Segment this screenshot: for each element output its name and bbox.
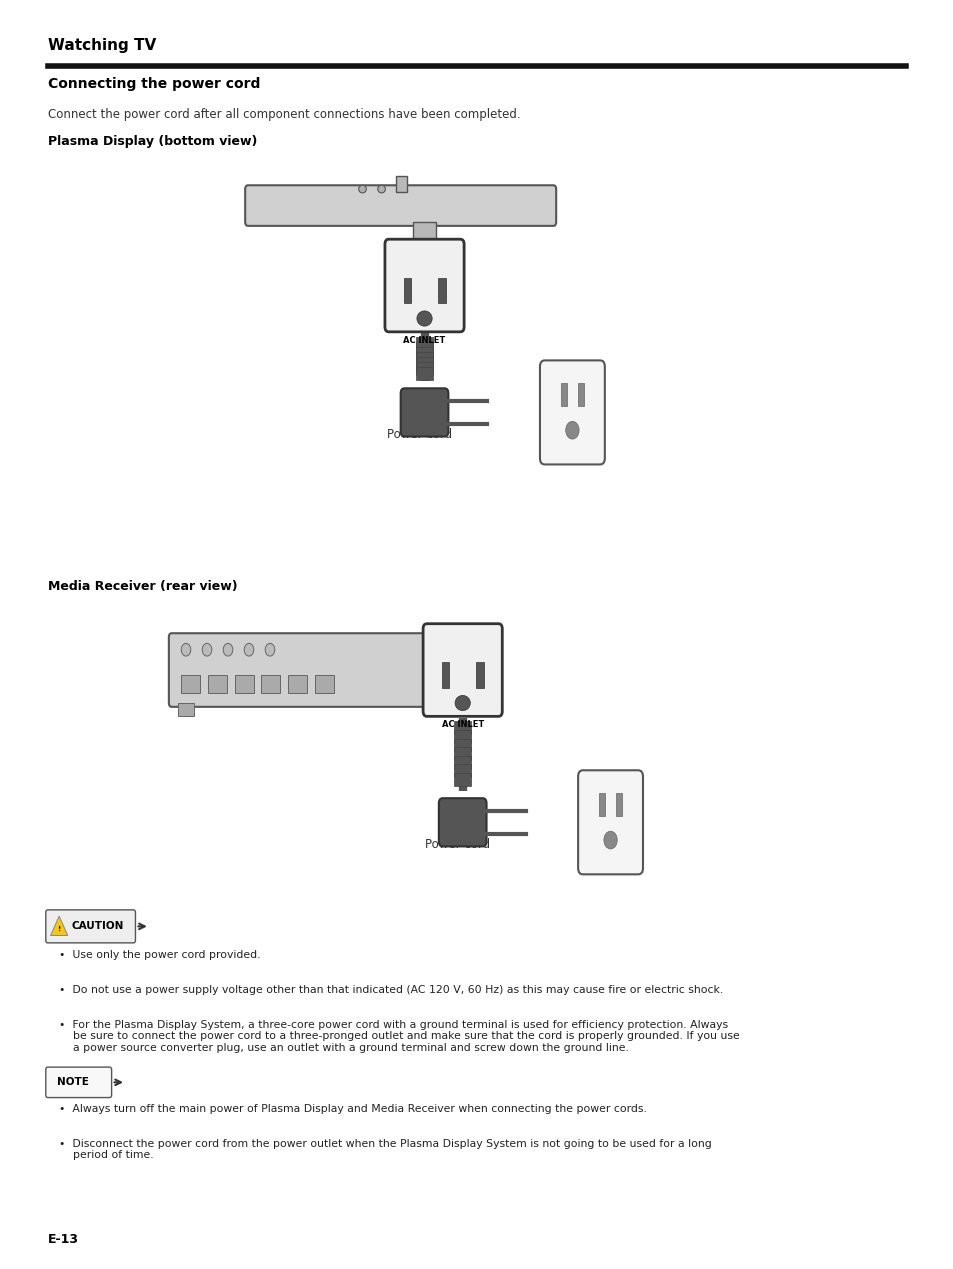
Ellipse shape xyxy=(244,643,253,656)
Text: CAUTION: CAUTION xyxy=(71,921,124,931)
Text: Media Receiver (rear view): Media Receiver (rear view) xyxy=(48,580,237,593)
FancyBboxPatch shape xyxy=(400,388,448,437)
Bar xyxy=(578,383,583,406)
Bar xyxy=(395,176,407,192)
Bar xyxy=(454,773,471,786)
Bar xyxy=(288,675,307,693)
Text: NOTE: NOTE xyxy=(57,1077,89,1088)
Bar xyxy=(441,662,449,688)
Text: Power cord: Power cord xyxy=(387,428,452,440)
Bar xyxy=(413,222,436,241)
Bar xyxy=(234,675,253,693)
Bar xyxy=(437,278,445,303)
FancyBboxPatch shape xyxy=(46,910,135,943)
Text: Power cord: Power cord xyxy=(425,838,490,850)
Polygon shape xyxy=(51,916,68,935)
Text: E-13: E-13 xyxy=(48,1233,78,1246)
Text: •  Always turn off the main power of Plasma Display and Media Receiver when conn: • Always turn off the main power of Plas… xyxy=(59,1104,646,1114)
Bar xyxy=(208,675,227,693)
Bar xyxy=(560,383,566,406)
Bar xyxy=(178,703,193,716)
Ellipse shape xyxy=(603,831,617,849)
Ellipse shape xyxy=(565,421,578,439)
Text: AC INLET: AC INLET xyxy=(441,721,483,730)
Ellipse shape xyxy=(455,695,470,711)
FancyBboxPatch shape xyxy=(578,770,642,874)
Bar xyxy=(416,341,433,354)
Bar xyxy=(314,675,334,693)
Bar xyxy=(454,764,471,777)
Bar xyxy=(416,362,433,374)
Bar xyxy=(416,352,433,364)
Bar xyxy=(454,739,471,751)
Bar xyxy=(476,662,483,688)
Ellipse shape xyxy=(181,643,191,656)
Bar xyxy=(454,721,471,733)
Text: !: ! xyxy=(57,926,61,931)
Bar xyxy=(598,793,604,816)
Bar xyxy=(454,730,471,742)
Bar xyxy=(416,367,433,379)
Ellipse shape xyxy=(377,185,385,193)
FancyBboxPatch shape xyxy=(438,798,486,846)
Bar xyxy=(454,747,471,760)
Text: •  For the Plasma Display System, a three-core power cord with a ground terminal: • For the Plasma Display System, a three… xyxy=(59,1020,740,1053)
Bar xyxy=(416,357,433,369)
Ellipse shape xyxy=(416,311,432,326)
FancyBboxPatch shape xyxy=(245,185,556,226)
Bar xyxy=(454,756,471,769)
Text: Watching TV: Watching TV xyxy=(48,38,155,53)
Bar xyxy=(181,675,200,693)
Text: Plasma Display (bottom view): Plasma Display (bottom view) xyxy=(48,136,256,148)
Ellipse shape xyxy=(265,643,274,656)
Ellipse shape xyxy=(202,643,212,656)
Bar xyxy=(416,346,433,359)
FancyBboxPatch shape xyxy=(539,360,604,464)
Bar xyxy=(474,703,489,716)
Text: •  Disconnect the power cord from the power outlet when the Plasma Display Syste: • Disconnect the power cord from the pow… xyxy=(59,1138,711,1160)
Bar xyxy=(403,278,411,303)
Text: Connect the power cord after all component connections have been completed.: Connect the power cord after all compone… xyxy=(48,108,519,121)
Text: Connecting the power cord: Connecting the power cord xyxy=(48,77,260,91)
Bar xyxy=(616,793,621,816)
Text: •  Use only the power cord provided.: • Use only the power cord provided. xyxy=(59,950,260,961)
Text: AC INLET: AC INLET xyxy=(403,336,445,345)
Ellipse shape xyxy=(223,643,233,656)
FancyBboxPatch shape xyxy=(422,624,501,716)
Text: •  Do not use a power supply voltage other than that indicated (AC 120 V, 60 Hz): • Do not use a power supply voltage othe… xyxy=(59,985,722,995)
FancyBboxPatch shape xyxy=(46,1067,112,1098)
Bar xyxy=(261,675,280,693)
Bar xyxy=(416,338,433,350)
Ellipse shape xyxy=(358,185,366,193)
FancyBboxPatch shape xyxy=(169,633,498,707)
FancyBboxPatch shape xyxy=(384,240,463,332)
